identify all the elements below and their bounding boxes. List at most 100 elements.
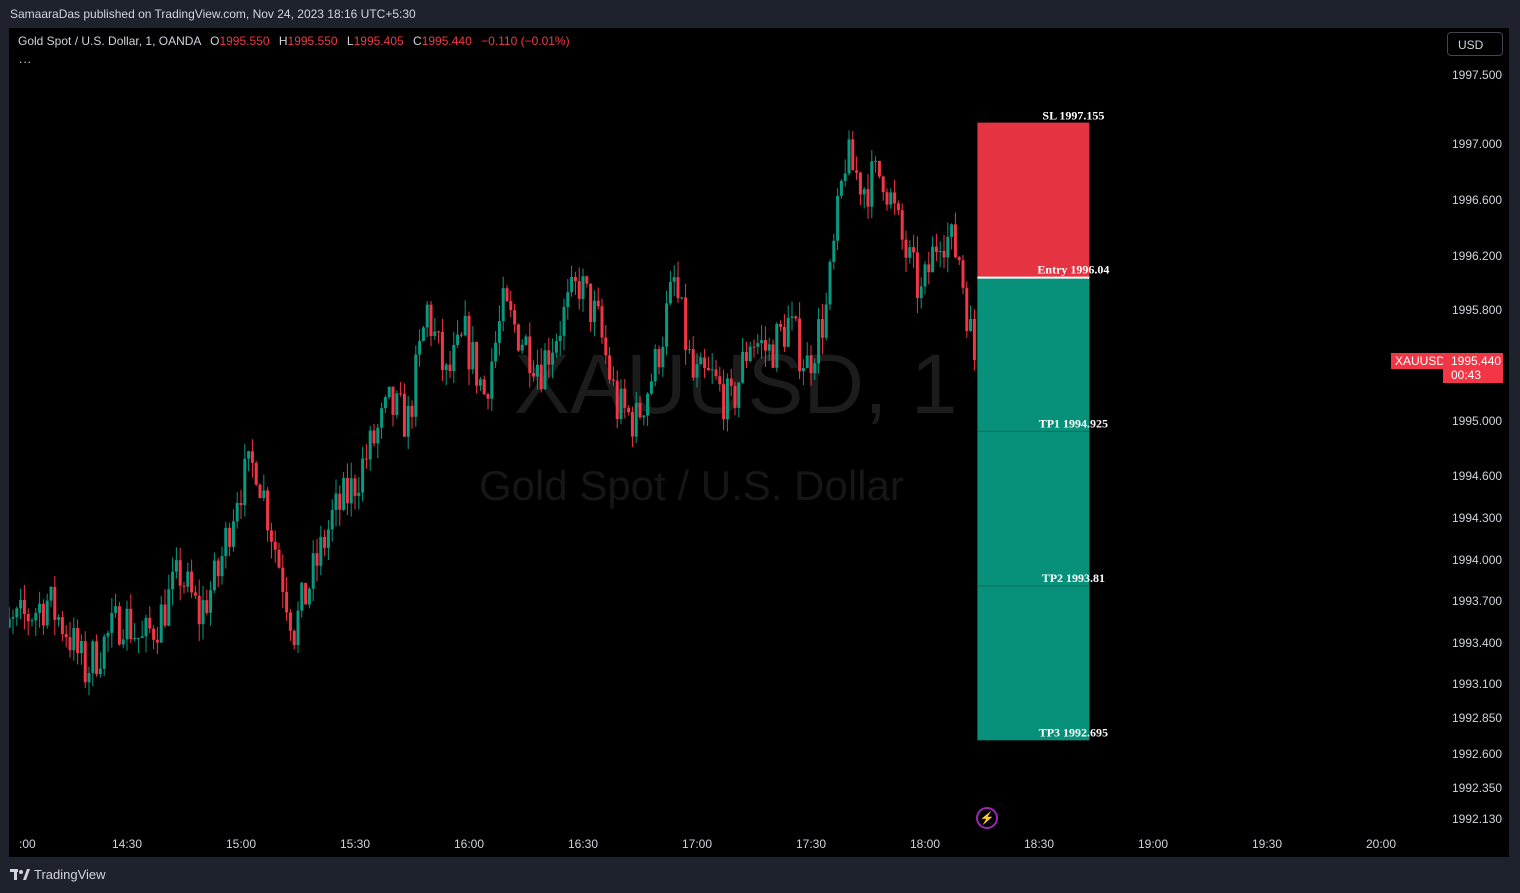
price-tick-label: 1997.000 bbox=[1452, 137, 1502, 151]
position-label-tp1: TP1 1994.925 bbox=[1039, 416, 1108, 430]
candle-body bbox=[95, 641, 99, 675]
candle-body bbox=[524, 336, 528, 345]
candle-body bbox=[946, 236, 950, 258]
candle-body bbox=[155, 639, 159, 643]
candle-body bbox=[307, 588, 311, 605]
candle-body bbox=[9, 618, 11, 628]
position-tool[interactable]: SL 1997.155 Entry 1996.04 TP1 1994.925 TP2 … bbox=[977, 109, 1109, 741]
time-tick-label: 16:00 bbox=[454, 837, 484, 851]
candle-body bbox=[11, 617, 15, 619]
candle-body bbox=[243, 458, 247, 506]
candle-body bbox=[266, 490, 270, 531]
candle-body bbox=[212, 560, 216, 591]
chart-svg[interactable]: XAUUSD, 1 Gold Spot / U.S. Dollar SL 199… bbox=[9, 28, 1509, 857]
price-tick-label: 1995.000 bbox=[1452, 414, 1502, 428]
position-label-tp3: TP3 1992.695 bbox=[1039, 725, 1108, 739]
candle-body bbox=[832, 240, 836, 262]
candle-body bbox=[627, 407, 631, 412]
candle-body bbox=[167, 589, 171, 626]
candle-body bbox=[171, 571, 175, 590]
candle-body bbox=[912, 247, 916, 253]
candle-body bbox=[919, 286, 923, 299]
legend-close-label: C bbox=[413, 34, 422, 48]
candle-body bbox=[589, 283, 593, 323]
candle-body bbox=[364, 458, 368, 460]
candle-body bbox=[338, 493, 342, 510]
lightning-icon[interactable]: ⚡ bbox=[976, 807, 998, 829]
time-axis[interactable]: :00 14:30 15:00 15:30 16:00 16:30 17:00 17:30 18… bbox=[19, 837, 1396, 851]
candle-body bbox=[874, 160, 878, 162]
candle-body bbox=[463, 315, 467, 336]
candle-body bbox=[680, 297, 684, 299]
candle-body bbox=[908, 247, 912, 258]
watermark-description: Gold Spot / U.S. Dollar bbox=[479, 462, 904, 509]
time-tick-label: 18:00 bbox=[910, 837, 940, 851]
candle-body bbox=[820, 319, 824, 338]
candle-body bbox=[471, 341, 475, 370]
candle-body bbox=[881, 176, 885, 193]
candle-body bbox=[646, 393, 650, 416]
candle-body bbox=[414, 354, 418, 417]
candle-body bbox=[197, 595, 201, 625]
time-tick-label: 15:00 bbox=[226, 837, 256, 851]
candle-body bbox=[216, 560, 220, 577]
candle-body bbox=[456, 334, 460, 345]
chart-pane[interactable]: XAUUSD, 1 Gold Spot / U.S. Dollar SL 199… bbox=[9, 28, 1509, 857]
candle-body bbox=[87, 672, 91, 683]
candle-body bbox=[437, 331, 441, 333]
candle-body bbox=[817, 319, 821, 364]
candle-body bbox=[782, 326, 786, 347]
candle-body bbox=[72, 628, 76, 651]
candle-body bbox=[448, 364, 452, 372]
candle-body bbox=[665, 303, 669, 347]
candle-body bbox=[961, 260, 965, 288]
candle-body bbox=[136, 637, 140, 639]
candle-body bbox=[224, 527, 228, 557]
candle-body bbox=[900, 210, 904, 240]
price-tick-label: 1992.600 bbox=[1452, 747, 1502, 761]
candle-body bbox=[798, 318, 802, 372]
symbol-price-tag: XAUUSD bbox=[1391, 353, 1450, 369]
time-tick-label: :00 bbox=[19, 837, 36, 851]
legend-more-button[interactable]: ... bbox=[19, 52, 33, 66]
candle-body bbox=[535, 364, 539, 377]
legend-low: 1995.405 bbox=[353, 34, 404, 48]
price-tick-label: 1992.130 bbox=[1452, 812, 1502, 826]
candle-body bbox=[516, 324, 520, 351]
candle-body bbox=[634, 402, 638, 437]
candle-body bbox=[877, 160, 881, 177]
candle-body bbox=[133, 637, 137, 640]
candle-body bbox=[269, 530, 273, 542]
price-tick-label: 1992.350 bbox=[1452, 781, 1502, 795]
time-tick-label: 19:00 bbox=[1138, 837, 1168, 851]
candle-body bbox=[714, 369, 718, 377]
price-tick-label: 1996.200 bbox=[1452, 249, 1502, 263]
candle-body bbox=[687, 349, 691, 351]
currency-button[interactable]: USD bbox=[1447, 32, 1503, 56]
legend-high-label: H bbox=[278, 34, 288, 48]
candle-body bbox=[725, 378, 729, 420]
candle-body bbox=[649, 381, 653, 394]
candle-body bbox=[79, 641, 83, 654]
candle-body bbox=[904, 239, 908, 258]
candle-body bbox=[695, 364, 699, 378]
candle-body bbox=[304, 582, 308, 605]
candle-body bbox=[330, 509, 334, 530]
candle-body bbox=[288, 612, 292, 631]
candle-body bbox=[805, 355, 809, 369]
candle-body bbox=[292, 630, 296, 646]
bar-countdown: 00:43 bbox=[1451, 368, 1482, 382]
candle-body bbox=[786, 317, 790, 347]
candle-body bbox=[885, 192, 889, 205]
candle-body bbox=[528, 336, 532, 374]
tradingview-brand[interactable]: TradingView bbox=[10, 867, 106, 882]
candle-body bbox=[425, 304, 429, 328]
candle-body bbox=[596, 300, 600, 307]
time-tick-label: 14:30 bbox=[112, 837, 142, 851]
candle-body bbox=[311, 553, 315, 589]
candle-body bbox=[190, 571, 194, 593]
price-axis[interactable]: 1997.500 1997.000 1996.600 1996.200 1995.800… bbox=[1452, 68, 1502, 826]
candle-body bbox=[163, 604, 167, 626]
candle-body bbox=[323, 536, 327, 548]
candle-body bbox=[152, 628, 156, 640]
